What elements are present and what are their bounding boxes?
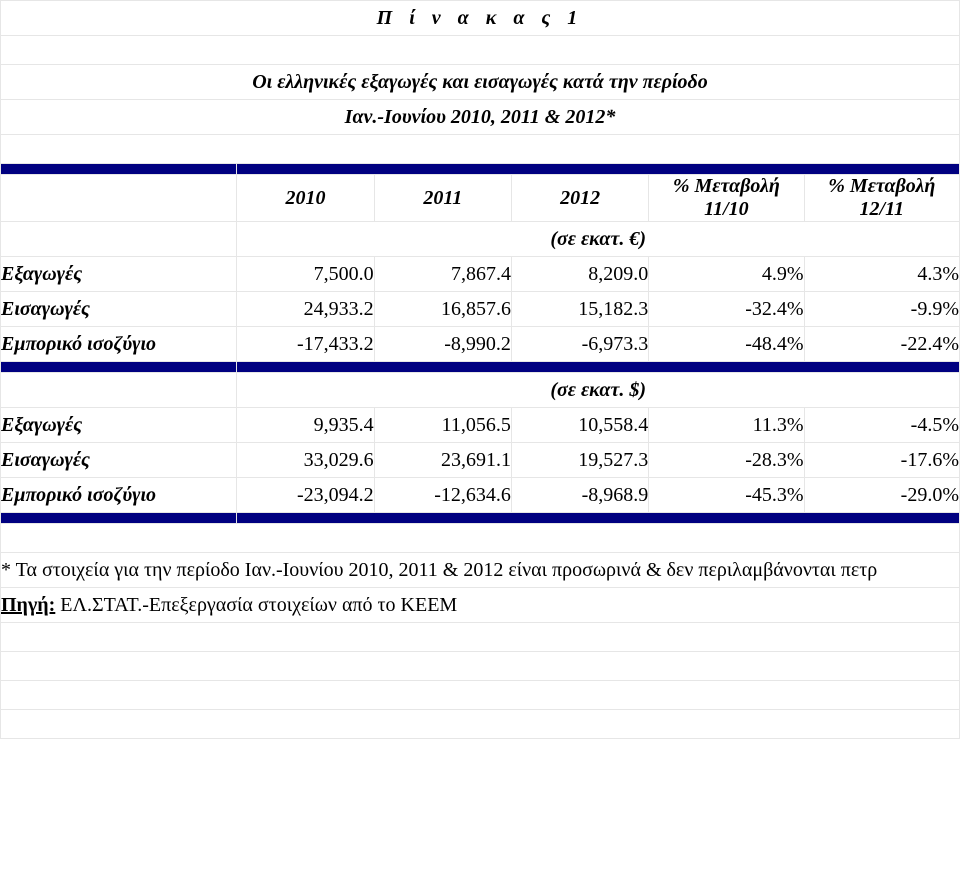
navy-band bbox=[1, 513, 960, 524]
col-pct-12-11: % Μεταβολή 12/11 bbox=[804, 175, 959, 222]
cell: -8,990.2 bbox=[374, 327, 511, 362]
row-label: Εξαγωγές bbox=[1, 408, 237, 443]
cell: 7,867.4 bbox=[374, 257, 511, 292]
cell: -17,433.2 bbox=[237, 327, 374, 362]
note-row-2: Πηγή: ΕΛ.ΣΤΑΤ.-Επεξεργασία στοιχείων από… bbox=[1, 588, 960, 623]
cell: 15,182.3 bbox=[511, 292, 648, 327]
cell: -6,973.3 bbox=[511, 327, 648, 362]
table-title: Π ί ν α κ α ς 1 bbox=[1, 1, 960, 36]
cell: -9.9% bbox=[804, 292, 959, 327]
subtitle-row-2: Ιαν.-Ιουνίου 2010, 2011 & 2012* bbox=[1, 100, 960, 135]
cell: 11,056.5 bbox=[374, 408, 511, 443]
col-2010: 2010 bbox=[237, 175, 374, 222]
cell: -4.5% bbox=[804, 408, 959, 443]
table-row: Εισαγωγές 24,933.2 16,857.6 15,182.3 -32… bbox=[1, 292, 960, 327]
table-row: Εμπορικό ισοζύγιο -17,433.2 -8,990.2 -6,… bbox=[1, 327, 960, 362]
row-label: Εξαγωγές bbox=[1, 257, 237, 292]
cell: 23,691.1 bbox=[374, 443, 511, 478]
cell: 33,029.6 bbox=[237, 443, 374, 478]
note-source-label: Πηγή: bbox=[1, 594, 55, 616]
row-label: Εισαγωγές bbox=[1, 443, 237, 478]
row-label: Εισαγωγές bbox=[1, 292, 237, 327]
table-row: Εμπορικό ισοζύγιο -23,094.2 -12,634.6 -8… bbox=[1, 478, 960, 513]
subtitle-row-1: Οι ελληνικές εξαγωγές και εισαγωγές κατά… bbox=[1, 65, 960, 100]
page: Π ί ν α κ α ς 1 Οι ελληνικές εξαγωγές κα… bbox=[0, 0, 960, 873]
col-2012: 2012 bbox=[511, 175, 648, 222]
spacer bbox=[1, 652, 960, 681]
row-label: Εμπορικό ισοζύγιο bbox=[1, 327, 237, 362]
cell: 4.3% bbox=[804, 257, 959, 292]
subtitle-2: Ιαν.-Ιουνίου 2010, 2011 & 2012* bbox=[1, 100, 960, 135]
spacer bbox=[1, 623, 960, 652]
cell: 16,857.6 bbox=[374, 292, 511, 327]
spacer bbox=[1, 681, 960, 710]
table-row: Εισαγωγές 33,029.6 23,691.1 19,527.3 -28… bbox=[1, 443, 960, 478]
cell: -8,968.9 bbox=[511, 478, 648, 513]
col-2011: 2011 bbox=[374, 175, 511, 222]
navy-band bbox=[1, 362, 960, 373]
cell: -28.3% bbox=[649, 443, 804, 478]
unit-usd-row: (σε εκατ. $) bbox=[1, 373, 960, 408]
row-label: Εμπορικό ισοζύγιο bbox=[1, 478, 237, 513]
cell: 19,527.3 bbox=[511, 443, 648, 478]
cell: -48.4% bbox=[649, 327, 804, 362]
subtitle-1: Οι ελληνικές εξαγωγές και εισαγωγές κατά… bbox=[1, 65, 960, 100]
table-row: Εξαγωγές 7,500.0 7,867.4 8,209.0 4.9% 4.… bbox=[1, 257, 960, 292]
cell: 9,935.4 bbox=[237, 408, 374, 443]
title-row: Π ί ν α κ α ς 1 bbox=[1, 1, 960, 36]
cell: -22.4% bbox=[804, 327, 959, 362]
table-row: Εξαγωγές 9,935.4 11,056.5 10,558.4 11.3%… bbox=[1, 408, 960, 443]
unit-empty bbox=[1, 222, 237, 257]
note-source-text: ΕΛ.ΣΤΑΤ.-Επεξεργασία στοιχείων από το ΚΕ… bbox=[55, 594, 457, 616]
cell: 10,558.4 bbox=[511, 408, 648, 443]
note-text: * Τα στοιχεία για την περίοδο Ιαν.-Ιουνί… bbox=[1, 553, 960, 588]
cell: 4.9% bbox=[649, 257, 804, 292]
spacer bbox=[1, 710, 960, 739]
cell: 24,933.2 bbox=[237, 292, 374, 327]
cell: -12,634.6 bbox=[374, 478, 511, 513]
cell: 8,209.0 bbox=[511, 257, 648, 292]
unit-empty bbox=[1, 373, 237, 408]
spacer bbox=[1, 524, 960, 553]
unit-usd: (σε εκατ. $) bbox=[237, 373, 960, 408]
cell: 7,500.0 bbox=[237, 257, 374, 292]
header-empty bbox=[1, 175, 237, 222]
data-table: Π ί ν α κ α ς 1 Οι ελληνικές εξαγωγές κα… bbox=[0, 0, 960, 739]
cell: -17.6% bbox=[804, 443, 959, 478]
cell: -29.0% bbox=[804, 478, 959, 513]
note-source: Πηγή: ΕΛ.ΣΤΑΤ.-Επεξεργασία στοιχείων από… bbox=[1, 588, 960, 623]
cell: -23,094.2 bbox=[237, 478, 374, 513]
note-row-1: * Τα στοιχεία για την περίοδο Ιαν.-Ιουνί… bbox=[1, 553, 960, 588]
unit-euro: (σε εκατ. €) bbox=[237, 222, 960, 257]
spacer bbox=[1, 36, 960, 65]
unit-euro-row: (σε εκατ. €) bbox=[1, 222, 960, 257]
col-pct-11-10: % Μεταβολή 11/10 bbox=[649, 175, 804, 222]
cell: 11.3% bbox=[649, 408, 804, 443]
cell: -45.3% bbox=[649, 478, 804, 513]
spacer bbox=[1, 135, 960, 164]
navy-band bbox=[1, 164, 960, 175]
cell: -32.4% bbox=[649, 292, 804, 327]
